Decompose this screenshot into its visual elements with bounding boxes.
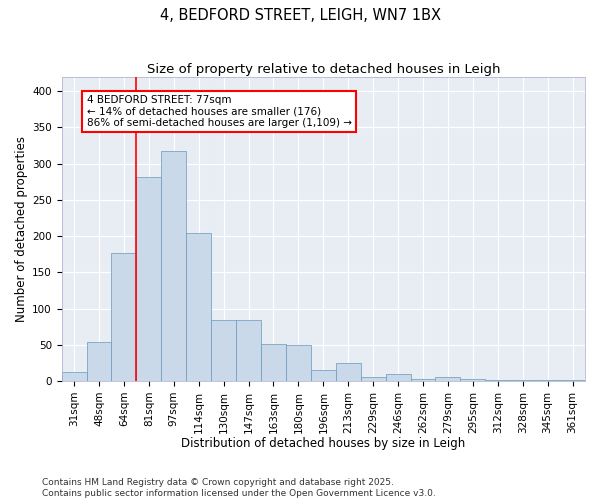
Bar	[261, 344, 286, 381]
Y-axis label: Number of detached properties: Number of detached properties	[15, 136, 28, 322]
Bar	[386, 374, 410, 381]
Bar	[161, 150, 186, 381]
Bar	[112, 254, 136, 381]
Bar	[186, 233, 211, 381]
Bar	[560, 380, 585, 381]
Bar	[136, 176, 161, 381]
Bar	[410, 379, 436, 381]
Bar	[86, 342, 112, 381]
Text: Contains HM Land Registry data © Crown copyright and database right 2025.
Contai: Contains HM Land Registry data © Crown c…	[42, 478, 436, 498]
Bar	[336, 363, 361, 381]
Bar	[62, 372, 86, 381]
Title: Size of property relative to detached houses in Leigh: Size of property relative to detached ho…	[146, 62, 500, 76]
Bar	[361, 378, 386, 381]
Bar	[436, 378, 460, 381]
Bar	[311, 370, 336, 381]
Bar	[211, 320, 236, 381]
Bar	[535, 380, 560, 381]
Text: 4, BEDFORD STREET, LEIGH, WN7 1BX: 4, BEDFORD STREET, LEIGH, WN7 1BX	[160, 8, 440, 22]
Bar	[510, 380, 535, 381]
X-axis label: Distribution of detached houses by size in Leigh: Distribution of detached houses by size …	[181, 437, 466, 450]
Text: 4 BEDFORD STREET: 77sqm
← 14% of detached houses are smaller (176)
86% of semi-d: 4 BEDFORD STREET: 77sqm ← 14% of detache…	[86, 95, 352, 128]
Bar	[460, 379, 485, 381]
Bar	[485, 380, 510, 381]
Bar	[286, 345, 311, 381]
Bar	[236, 320, 261, 381]
